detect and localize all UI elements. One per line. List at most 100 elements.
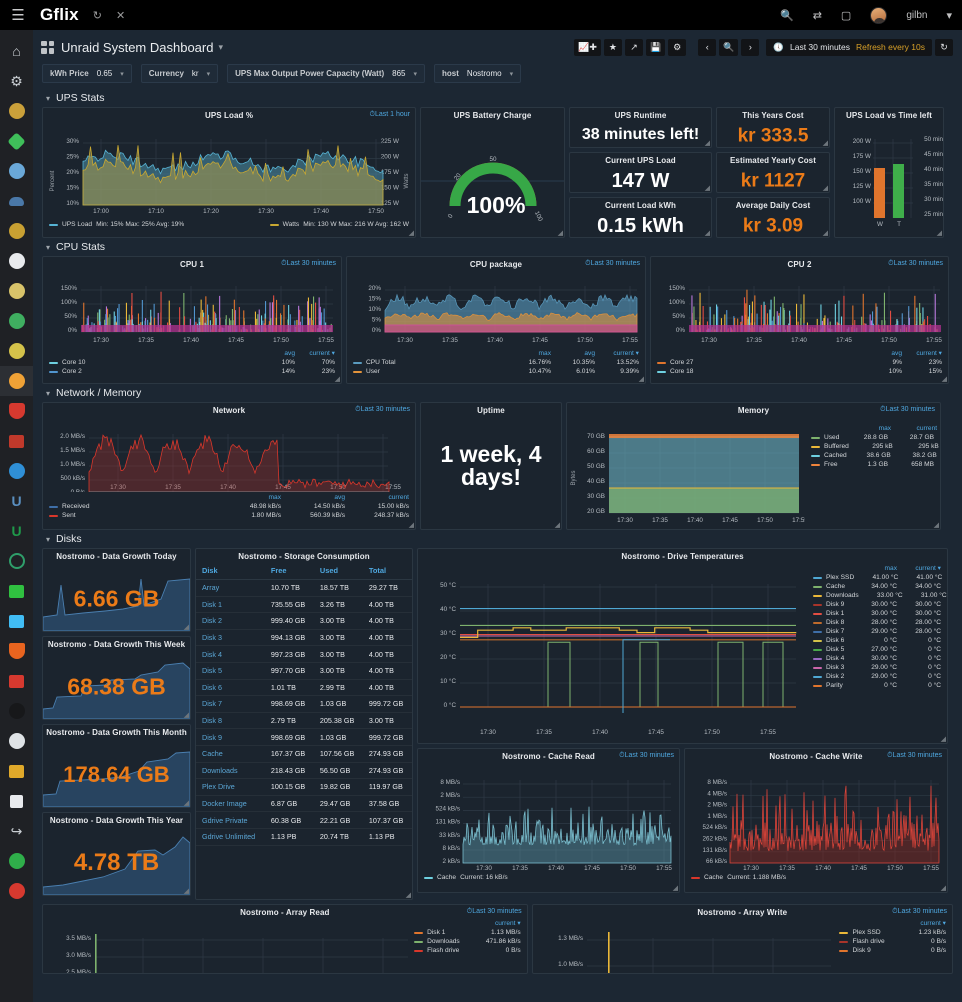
sidebar-item-deluge[interactable] xyxy=(0,726,33,756)
sidebar-item-bazarr[interactable] xyxy=(0,336,33,366)
table-column-header[interactable]: Total xyxy=(362,562,412,580)
sidebar-item-plex[interactable] xyxy=(0,126,33,156)
legend-label[interactable]: Core 27 xyxy=(670,359,694,366)
chevron-down-icon[interactable]: ▾ xyxy=(218,41,223,52)
sidebar-item-gitlab[interactable] xyxy=(0,636,33,666)
panel-time-range[interactable]: ⏱Last 30 minutes xyxy=(619,752,674,759)
table-cell-disk[interactable]: Disk 3 xyxy=(196,629,265,647)
panel-resize-handle[interactable]: ◢ xyxy=(334,376,340,383)
legend-column-header[interactable]: current ▾ xyxy=(916,350,942,357)
variable-value[interactable]: Nostromo xyxy=(466,69,502,78)
panel-resize-handle[interactable]: ◢ xyxy=(408,522,414,529)
avatar[interactable] xyxy=(870,6,888,24)
panel-resize-handle[interactable]: ◢ xyxy=(704,230,710,237)
legend-label[interactable]: UPS Load xyxy=(62,221,93,228)
panel-time-range[interactable]: ⏱Last 30 minutes xyxy=(355,406,410,413)
panel-time-range[interactable]: ⏱Last 30 minutes xyxy=(888,260,943,267)
table-cell-disk[interactable]: Disk 2 xyxy=(196,612,265,630)
zoom-out-icon[interactable]: 🔍 xyxy=(719,38,739,56)
table-cell-disk[interactable]: Disk 1 xyxy=(196,596,265,614)
legend-label[interactable]: Core 2 xyxy=(62,368,82,375)
legend-label[interactable]: Plex SSD xyxy=(826,574,855,581)
save-button[interactable]: 💾 xyxy=(645,38,666,56)
legend-column-header[interactable]: current xyxy=(916,425,938,432)
sidebar-item-shield[interactable] xyxy=(0,396,33,426)
table-column-header[interactable]: Disk xyxy=(196,562,265,580)
legend-column-header[interactable]: avg xyxy=(334,494,345,501)
legend-label[interactable]: Received xyxy=(62,503,90,510)
legend-label[interactable]: Downloads xyxy=(826,592,859,599)
legend-label[interactable]: Free xyxy=(824,461,838,468)
legend-label[interactable]: CPU Total xyxy=(366,359,396,366)
chevron-down-icon[interactable]: ▾ xyxy=(946,9,952,22)
panel-resize-handle[interactable]: ◢ xyxy=(672,885,678,892)
legend-label[interactable]: Disk 6 xyxy=(826,637,845,644)
time-prev-button[interactable]: ‹ xyxy=(698,38,717,56)
table-column-header[interactable]: Free xyxy=(264,562,314,580)
legend-label[interactable]: User xyxy=(366,368,380,375)
legend-label[interactable]: Cache xyxy=(437,874,457,881)
table-cell-disk[interactable]: Disk 9 xyxy=(196,728,265,746)
panel-resize-handle[interactable]: ◢ xyxy=(405,892,411,899)
variable-value[interactable]: kr xyxy=(191,69,199,78)
legend-label[interactable]: Disk 9 xyxy=(852,947,871,954)
table-cell-disk[interactable]: Gdrive Private xyxy=(196,811,265,829)
panel-resize-handle[interactable]: ◢ xyxy=(941,376,947,383)
chevron-down-icon[interactable]: ▾ xyxy=(413,70,418,78)
sidebar-item-ombi[interactable] xyxy=(0,456,33,486)
close-icon[interactable]: ✕ xyxy=(116,9,126,22)
panel-resize-handle[interactable]: ◢ xyxy=(936,230,942,237)
sidebar-item-uptime[interactable]: U xyxy=(0,516,33,546)
legend-label[interactable]: Core 10 xyxy=(62,359,86,366)
chevron-down-icon[interactable]: ▾ xyxy=(509,70,514,78)
variable-kwh-price[interactable]: kWh Price 0.65 ▾ xyxy=(42,64,132,83)
table-cell-disk[interactable]: Disk 7 xyxy=(196,695,265,713)
time-range-picker[interactable]: 🕔 Last 30 minutes Refresh every 10s xyxy=(766,38,932,56)
variable-host[interactable]: host Nostromo ▾ xyxy=(434,64,522,83)
add-panel-button[interactable]: 📈✚ xyxy=(574,38,601,56)
sidebar-item-home[interactable]: ⌂ xyxy=(0,36,33,66)
sidebar-item-settings[interactable]: ⚙ xyxy=(0,66,33,96)
user-name[interactable]: gilbn xyxy=(906,9,928,21)
sidebar-item-nzb[interactable] xyxy=(0,546,33,576)
panel-time-range[interactable]: ⏱Last 30 minutes xyxy=(892,908,947,915)
legend-label[interactable]: Cached xyxy=(824,452,847,459)
panel-resize-handle[interactable]: ◢ xyxy=(638,376,644,383)
legend-column-header[interactable]: current ▾ xyxy=(494,920,521,927)
legend-column-header[interactable]: current ▾ xyxy=(915,565,941,572)
panel-resize-handle[interactable]: ◢ xyxy=(183,624,189,631)
sidebar-item-grafana[interactable] xyxy=(0,366,33,396)
legend-label[interactable]: Disk 7 xyxy=(826,628,845,635)
table-cell-disk[interactable]: Plex Drive xyxy=(196,778,265,796)
legend-label[interactable]: Watts xyxy=(282,221,300,228)
sidebar-item-tautulli[interactable] xyxy=(0,156,33,186)
legend-label[interactable]: Disk 9 xyxy=(826,601,845,608)
legend-label[interactable]: Disk 5 xyxy=(826,646,845,653)
row-header-disks[interactable]: ▾ Disks xyxy=(33,530,962,548)
shuffle-icon[interactable]: ⇄ xyxy=(812,9,822,22)
panel-resize-handle[interactable]: ◢ xyxy=(557,230,563,237)
legend-label[interactable]: Flash drive xyxy=(852,938,885,945)
panel-resize-handle[interactable]: ◢ xyxy=(183,712,189,719)
variable-currency[interactable]: Currency kr ▾ xyxy=(140,64,219,83)
panel-resize-handle[interactable]: ◢ xyxy=(183,888,189,895)
panel-time-range[interactable]: ⏱Last 1 hour xyxy=(369,111,411,118)
sidebar-item-terminal[interactable] xyxy=(0,576,33,606)
variable-value[interactable]: 0.65 xyxy=(96,69,113,78)
legend-label[interactable]: Downloads xyxy=(427,938,460,945)
table-cell-disk[interactable]: Disk 5 xyxy=(196,662,265,680)
panel-resize-handle[interactable]: ◢ xyxy=(554,522,560,529)
sidebar-item-sqlite[interactable] xyxy=(0,756,33,786)
legend-label[interactable]: Disk 1 xyxy=(826,610,845,617)
row-header-netmem[interactable]: ▾ Network / Memory xyxy=(33,384,962,402)
sidebar-item-download[interactable] xyxy=(0,666,33,696)
star-button[interactable]: ★ xyxy=(603,38,622,56)
panel-resize-handle[interactable]: ◢ xyxy=(940,736,946,743)
panel-resize-handle[interactable]: ◢ xyxy=(822,140,828,147)
table-cell-disk[interactable]: Array xyxy=(196,579,265,597)
legend-column-header[interactable]: max xyxy=(884,565,897,572)
legend-label[interactable]: Cache xyxy=(704,874,724,881)
variable-ups-max-output-power-capacity-watt[interactable]: UPS Max Output Power Capacity (Watt) 865 ▾ xyxy=(227,64,426,83)
panel-resize-handle[interactable]: ◢ xyxy=(822,230,828,237)
sidebar-item-bookstack[interactable] xyxy=(0,786,33,816)
